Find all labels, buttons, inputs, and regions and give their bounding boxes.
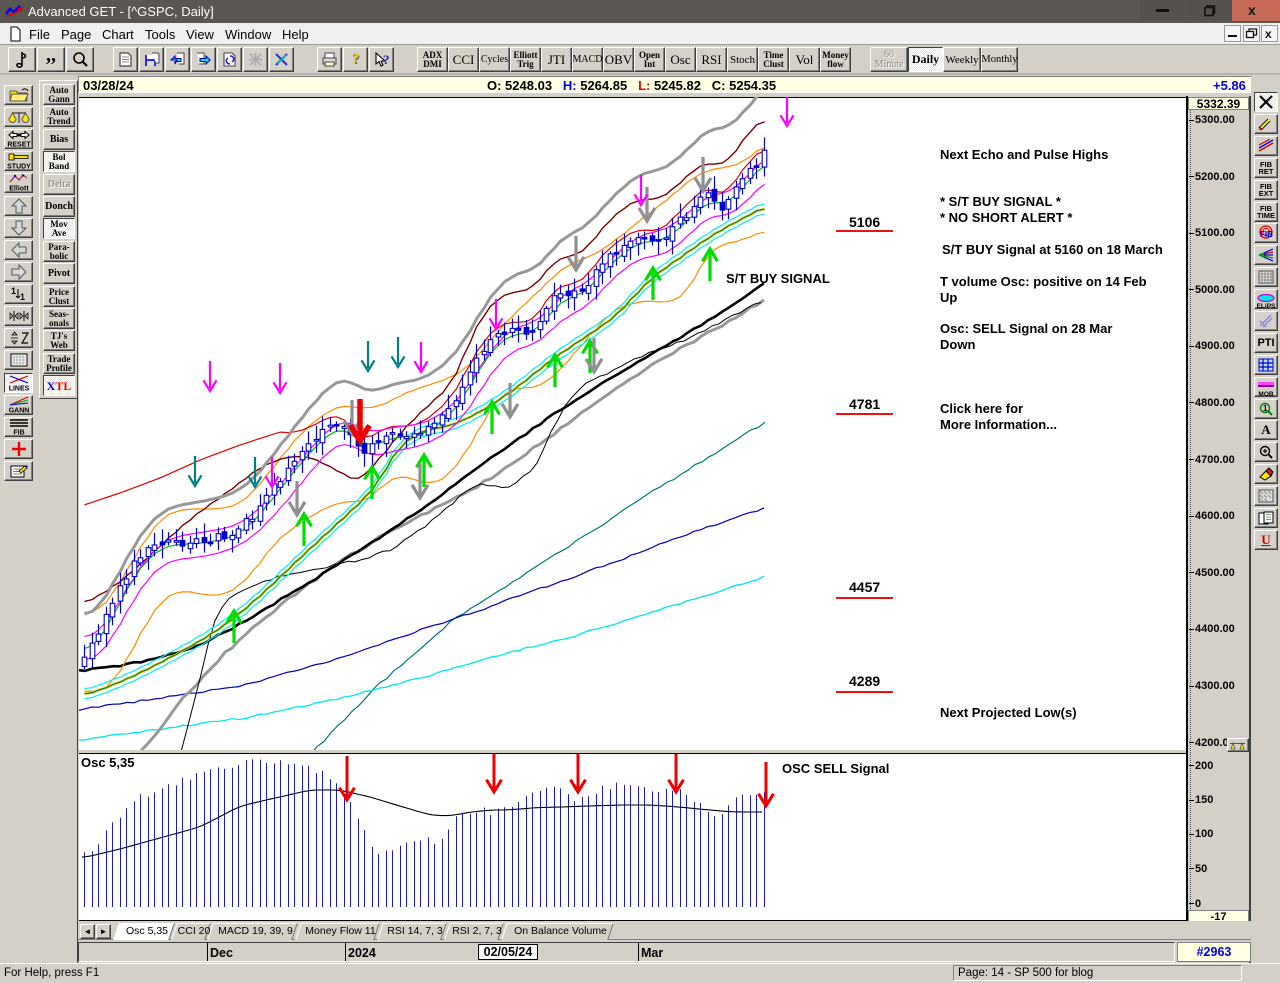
svg-text:?: ? xyxy=(383,52,390,67)
svg-text:1: 1 xyxy=(1263,404,1268,413)
svg-text:STUDY: STUDY xyxy=(7,164,31,171)
svg-text:Elliott: Elliott xyxy=(9,186,29,193)
svg-text:LINES: LINES xyxy=(8,386,29,393)
svg-text:FIB: FIB xyxy=(13,430,24,437)
svg-text:FIB: FIB xyxy=(1260,230,1273,239)
svg-text:1: 1 xyxy=(11,286,16,296)
svg-text:GANN: GANN xyxy=(8,408,29,415)
svg-text:1: 1 xyxy=(20,292,25,302)
svg-text:RESET: RESET xyxy=(7,142,31,149)
